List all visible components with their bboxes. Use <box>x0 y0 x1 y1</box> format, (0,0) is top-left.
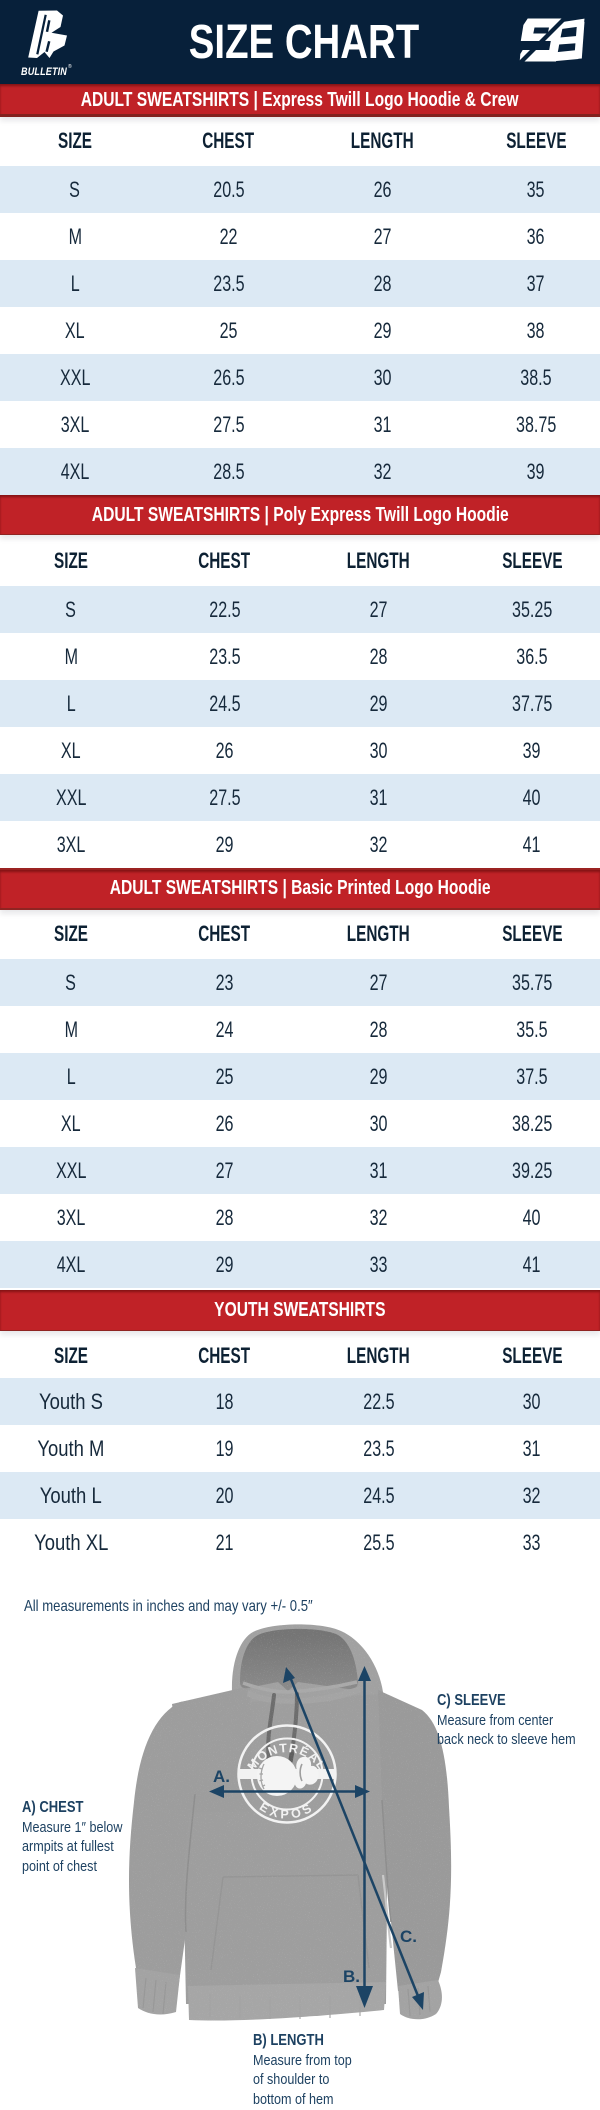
svg-text:®: ® <box>68 63 72 70</box>
svg-text:A.: A. <box>213 1767 230 1786</box>
svg-text:B.: B. <box>343 1967 360 1986</box>
svg-text:C.: C. <box>400 1927 417 1946</box>
svg-text:BULLETIN: BULLETIN <box>21 66 68 78</box>
